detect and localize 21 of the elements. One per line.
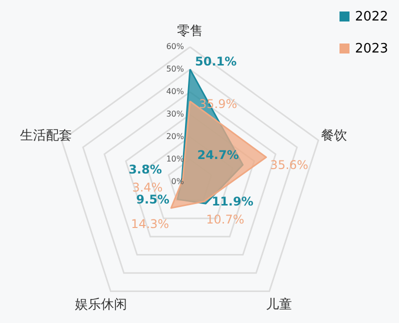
spoke-label: 娱乐休闲 — [75, 297, 128, 312]
spoke-label: 餐饮 — [320, 128, 347, 144]
data-label: 3.4% — [132, 180, 163, 195]
data-label: 10.7% — [206, 212, 244, 226]
data-label: 9.5% — [136, 192, 170, 206]
spoke-label: 零售 — [177, 24, 203, 39]
spoke-label: 生活配套 — [20, 128, 72, 144]
data-label: 3.8% — [128, 162, 162, 176]
y-tick-label: 20% — [166, 132, 184, 141]
data-label: 11.9% — [212, 194, 254, 209]
y-tick-label: 60% — [166, 42, 184, 51]
data-label: 24.7% — [197, 148, 239, 162]
legend-label: 2022 — [355, 10, 388, 24]
y-tick-label: 50% — [166, 64, 184, 74]
data-label: 14.3% — [130, 217, 170, 232]
spoke-label: 儿童 — [266, 296, 292, 312]
legend-label: 2023 — [355, 42, 388, 56]
y-tick-label: 40% — [166, 87, 184, 96]
data-label: 35.6% — [270, 158, 308, 172]
y-tick-label: 30% — [166, 110, 184, 118]
data-label: 50.1% — [195, 54, 237, 68]
